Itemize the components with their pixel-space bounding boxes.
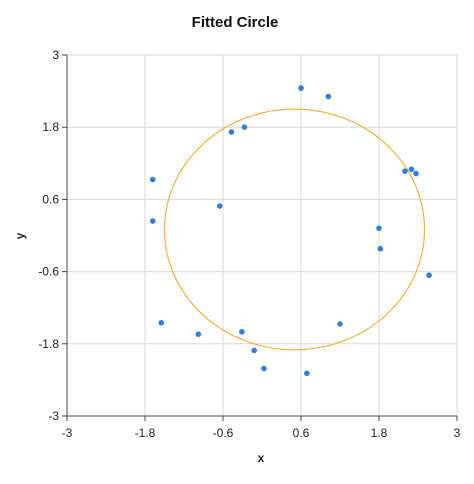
y-tick-label: 3 — [52, 48, 59, 62]
x-tick-label: 3 — [454, 426, 461, 440]
grid-lines — [66, 54, 458, 417]
data-point — [408, 166, 415, 173]
data-point — [195, 331, 202, 337]
y-tick-label: -3 — [48, 409, 59, 423]
data-point — [377, 245, 384, 252]
data-point — [241, 124, 248, 130]
y-tick-label: 1.8 — [42, 120, 59, 134]
x-tick-label: -0.6 — [213, 426, 234, 440]
data-point — [376, 225, 382, 232]
data-point — [337, 321, 343, 327]
y-tick-labels: -3 -1.8 -0.6 0.6 1.8 3 — [38, 48, 67, 423]
x-tick-labels: -3 -1.8 -0.6 0.6 1.8 3 — [62, 416, 461, 440]
data-point — [402, 168, 408, 174]
data-point — [261, 365, 267, 372]
x-tick-label: 0.6 — [293, 426, 310, 440]
x-tick-label: -1.8 — [135, 426, 156, 440]
y-axis-label: y — [13, 232, 27, 239]
chart-title: Fitted Circle — [192, 14, 279, 31]
x-tick-label: 1.8 — [371, 426, 388, 440]
y-tick-label: -1.8 — [38, 337, 59, 351]
fitted-circle-layer — [163, 108, 426, 351]
data-point — [150, 176, 156, 183]
y-tick-label: -0.6 — [38, 265, 59, 279]
data-point — [228, 129, 235, 135]
x-axis-label: x — [258, 451, 265, 465]
data-point — [413, 170, 419, 177]
data-point — [239, 328, 245, 335]
data-point — [150, 218, 156, 224]
data-point — [298, 85, 304, 91]
fitted-circle — [163, 108, 426, 351]
data-point — [216, 203, 223, 209]
data-point — [251, 347, 257, 354]
y-tick-label: 0.6 — [42, 192, 59, 206]
data-point — [426, 272, 432, 279]
x-tick-label: -3 — [62, 426, 73, 440]
data-points — [150, 85, 432, 377]
axes — [66, 55, 457, 417]
data-point — [304, 370, 310, 377]
data-point — [158, 319, 165, 326]
data-point — [325, 93, 332, 100]
